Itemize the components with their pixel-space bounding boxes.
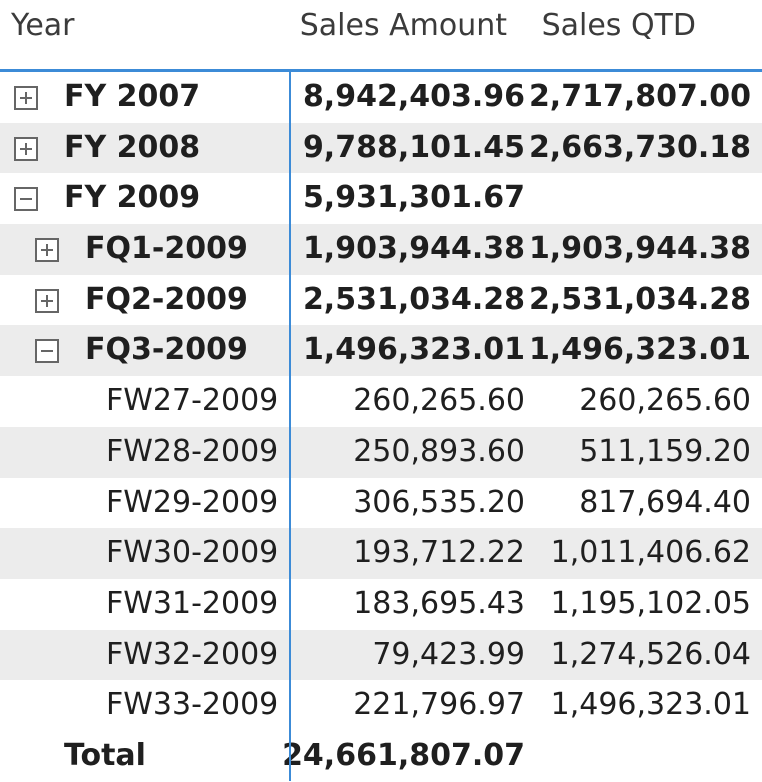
sales-qtd-cell: 1,274,526.04 bbox=[550, 636, 751, 672]
column-header-year[interactable]: Year bbox=[11, 8, 75, 43]
table-row: FW33-2009 221,796.97 1,496,323.01 bbox=[0, 680, 762, 731]
expand-icon[interactable] bbox=[35, 288, 59, 313]
sales-qtd-cell: 1,195,102.05 bbox=[550, 585, 751, 621]
table-row: FY 2008 9,788,101.45 2,663,730.18 bbox=[0, 122, 762, 174]
table-row: FW27-2009 260,265.60 260,265.60 bbox=[0, 376, 762, 427]
row-label: FW29-2009 bbox=[106, 484, 279, 520]
row-label: FY 2008 bbox=[64, 129, 201, 165]
sales-amount-cell: 2,531,034.28 bbox=[302, 281, 525, 317]
sales-qtd-cell: 1,496,323.01 bbox=[550, 687, 751, 723]
sales-amount-cell: 250,893.60 bbox=[353, 433, 525, 469]
sales-amount-cell: 183,695.43 bbox=[353, 585, 525, 621]
sales-qtd-cell: 2,531,034.28 bbox=[528, 281, 751, 317]
header-divider bbox=[0, 69, 762, 72]
table-row: FY 2009 5,931,301.67 bbox=[0, 173, 762, 224]
table-row: FQ2-2009 2,531,034.28 2,531,034.28 bbox=[0, 275, 762, 326]
table-row: FQ3-2009 1,496,323.01 1,496,323.01 bbox=[0, 325, 762, 377]
table-row: FW31-2009 183,695.43 1,195,102.05 bbox=[0, 579, 762, 630]
row-label: FW27-2009 bbox=[106, 383, 279, 419]
sales-qtd-cell: 1,496,323.01 bbox=[528, 332, 751, 368]
row-label: FW32-2009 bbox=[106, 636, 279, 672]
matrix-header: Year Sales Amount Sales QTD bbox=[0, 0, 762, 70]
expand-icon[interactable] bbox=[35, 238, 59, 263]
total-row: Total 24,661,807.07 bbox=[0, 731, 762, 782]
row-label: FY 2009 bbox=[64, 180, 201, 216]
row-label: FQ2-2009 bbox=[85, 281, 248, 317]
sales-amount-cell: 8,942,403.96 bbox=[302, 79, 525, 114]
sales-qtd-cell: 1,011,406.62 bbox=[550, 535, 751, 571]
sales-amount-cell: 193,712.22 bbox=[353, 535, 525, 571]
sales-qtd-cell: 817,694.40 bbox=[579, 484, 751, 520]
sales-qtd-cell: 1,903,944.38 bbox=[528, 231, 751, 267]
sales-qtd-cell: 2,717,807.00 bbox=[528, 79, 751, 114]
total-sales-amount: 24,661,807.07 bbox=[282, 737, 525, 773]
sales-amount-cell: 5,931,301.67 bbox=[302, 180, 525, 216]
sales-amount-cell: 9,788,101.45 bbox=[302, 129, 525, 165]
collapse-icon[interactable] bbox=[14, 187, 38, 212]
row-label: FW33-2009 bbox=[106, 687, 279, 723]
sales-amount-cell: 221,796.97 bbox=[353, 687, 525, 723]
row-label: FY 2007 bbox=[64, 79, 201, 114]
row-label: FQ3-2009 bbox=[85, 332, 248, 368]
row-label: FW28-2009 bbox=[106, 433, 279, 469]
matrix-body: FY 2007 8,942,403.96 2,717,807.00 FY 200… bbox=[0, 72, 762, 782]
collapse-icon[interactable] bbox=[35, 339, 59, 364]
table-row: FY 2007 8,942,403.96 2,717,807.00 bbox=[0, 72, 762, 123]
total-label: Total bbox=[64, 737, 146, 773]
table-row: FQ1-2009 1,903,944.38 1,903,944.38 bbox=[0, 224, 762, 275]
table-row: FW28-2009 250,893.60 511,159.20 bbox=[0, 426, 762, 478]
expand-icon[interactable] bbox=[14, 86, 38, 110]
column-header-sales-amount[interactable]: Sales Amount bbox=[299, 8, 507, 43]
sales-qtd-cell: 2,663,730.18 bbox=[528, 129, 751, 165]
row-label: FW30-2009 bbox=[106, 535, 279, 571]
row-label: FW31-2009 bbox=[106, 585, 279, 621]
column-divider bbox=[289, 72, 291, 781]
sales-qtd-cell: 511,159.20 bbox=[579, 433, 751, 469]
table-row: FW29-2009 306,535.20 817,694.40 bbox=[0, 478, 762, 529]
sales-amount-cell: 1,496,323.01 bbox=[302, 332, 525, 368]
column-header-sales-qtd[interactable]: Sales QTD bbox=[541, 8, 696, 43]
sales-amount-cell: 306,535.20 bbox=[353, 484, 525, 520]
sales-amount-cell: 1,903,944.38 bbox=[302, 231, 525, 267]
expand-icon[interactable] bbox=[14, 136, 38, 161]
sales-qtd-cell: 260,265.60 bbox=[579, 383, 751, 419]
sales-amount-cell: 79,423.99 bbox=[372, 636, 525, 672]
row-label: FQ1-2009 bbox=[85, 231, 248, 267]
table-row: FW30-2009 193,712.22 1,011,406.62 bbox=[0, 528, 762, 579]
sales-amount-cell: 260,265.60 bbox=[353, 383, 525, 419]
table-row: FW32-2009 79,423.99 1,274,526.04 bbox=[0, 629, 762, 681]
